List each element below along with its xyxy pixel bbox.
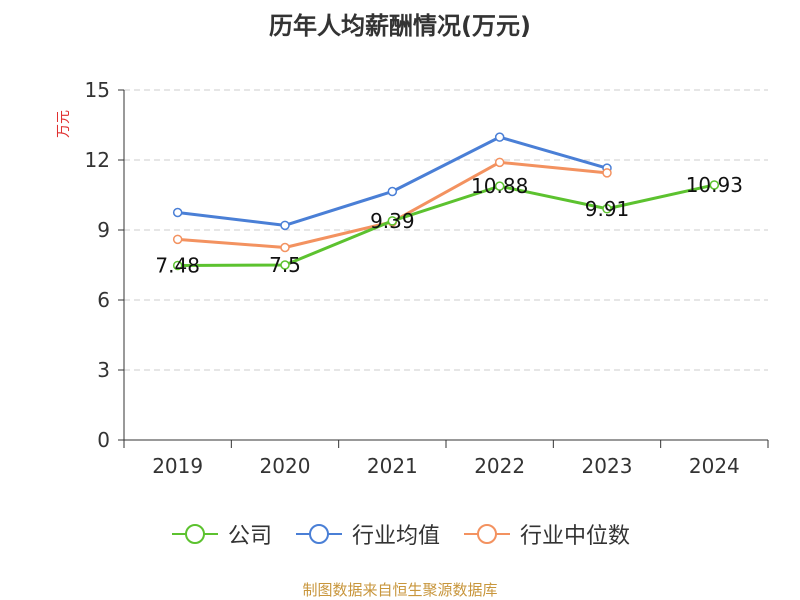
series-lines bbox=[172, 132, 720, 271]
data-point bbox=[172, 260, 183, 271]
legend: 公司 行业均值 行业中位数 bbox=[0, 518, 800, 550]
data-point bbox=[494, 157, 505, 168]
data-point bbox=[387, 216, 398, 226]
legend-item-0[interactable]: 公司 bbox=[170, 518, 272, 550]
data-label: 10.88 bbox=[471, 174, 528, 198]
legend-circle bbox=[308, 524, 329, 544]
y-tick-label: 3 bbox=[97, 358, 110, 382]
y-tick-label: 12 bbox=[85, 148, 110, 172]
y-axis-label: 万元 bbox=[56, 110, 72, 138]
series-line-0 bbox=[177, 183, 715, 267]
series-line-2 bbox=[177, 160, 608, 249]
legend-marker-icon bbox=[171, 524, 218, 544]
axes: 0 3 6 9 12 15 2019 2020 2021 2022 2023 2024 万元 bbox=[56, 78, 769, 478]
x-tick-label: 2024 bbox=[689, 454, 740, 478]
legend-label: 公司 bbox=[227, 524, 272, 549]
y-tick-label: 9 bbox=[97, 218, 110, 242]
grid-lines bbox=[124, 89, 768, 371]
x-tick-label: 2023 bbox=[582, 454, 633, 478]
data-label: 9.39 bbox=[370, 209, 415, 233]
x-tick-label: 2019 bbox=[152, 454, 203, 478]
legend-label: 行业中位数 bbox=[520, 524, 631, 549]
data-point bbox=[494, 132, 505, 142]
data-point bbox=[494, 181, 505, 191]
source-note: 制图数据来自恒生聚源数据库 bbox=[302, 581, 498, 599]
data-point bbox=[387, 186, 398, 197]
data-point bbox=[709, 180, 720, 190]
data-label: 7.48 bbox=[155, 253, 200, 277]
legend-item-1[interactable]: 行业均值 bbox=[294, 518, 440, 550]
legend-item-2[interactable]: 行业中位数 bbox=[462, 518, 630, 550]
legend-marker-icon bbox=[295, 524, 342, 544]
legend-label: 行业均值 bbox=[351, 524, 440, 549]
y-tick-label: 6 bbox=[97, 288, 110, 312]
legend-circle bbox=[184, 524, 205, 544]
data-label: 10.93 bbox=[686, 173, 743, 197]
data-labels: 7.48 7.5 9.39 10.88 9.91 10.93 bbox=[155, 173, 743, 278]
data-point bbox=[280, 242, 290, 253]
y-tick-label: 15 bbox=[85, 78, 110, 102]
data-point bbox=[172, 207, 183, 218]
x-tick-label: 2022 bbox=[474, 454, 525, 478]
data-label: 9.91 bbox=[585, 197, 630, 221]
legend-circle bbox=[477, 524, 497, 544]
x-tick-label: 2021 bbox=[367, 454, 418, 478]
legend-marker-icon bbox=[464, 524, 510, 544]
data-point bbox=[602, 168, 612, 178]
data-label: 7.5 bbox=[269, 253, 301, 277]
chart-title: 历年人均薪酬情况(万元) bbox=[269, 12, 531, 40]
x-tick-label: 2020 bbox=[260, 454, 311, 478]
data-point bbox=[602, 204, 612, 214]
data-point bbox=[280, 220, 290, 231]
data-point bbox=[172, 234, 183, 245]
data-point bbox=[280, 260, 290, 270]
y-tick-label: 0 bbox=[97, 428, 110, 452]
